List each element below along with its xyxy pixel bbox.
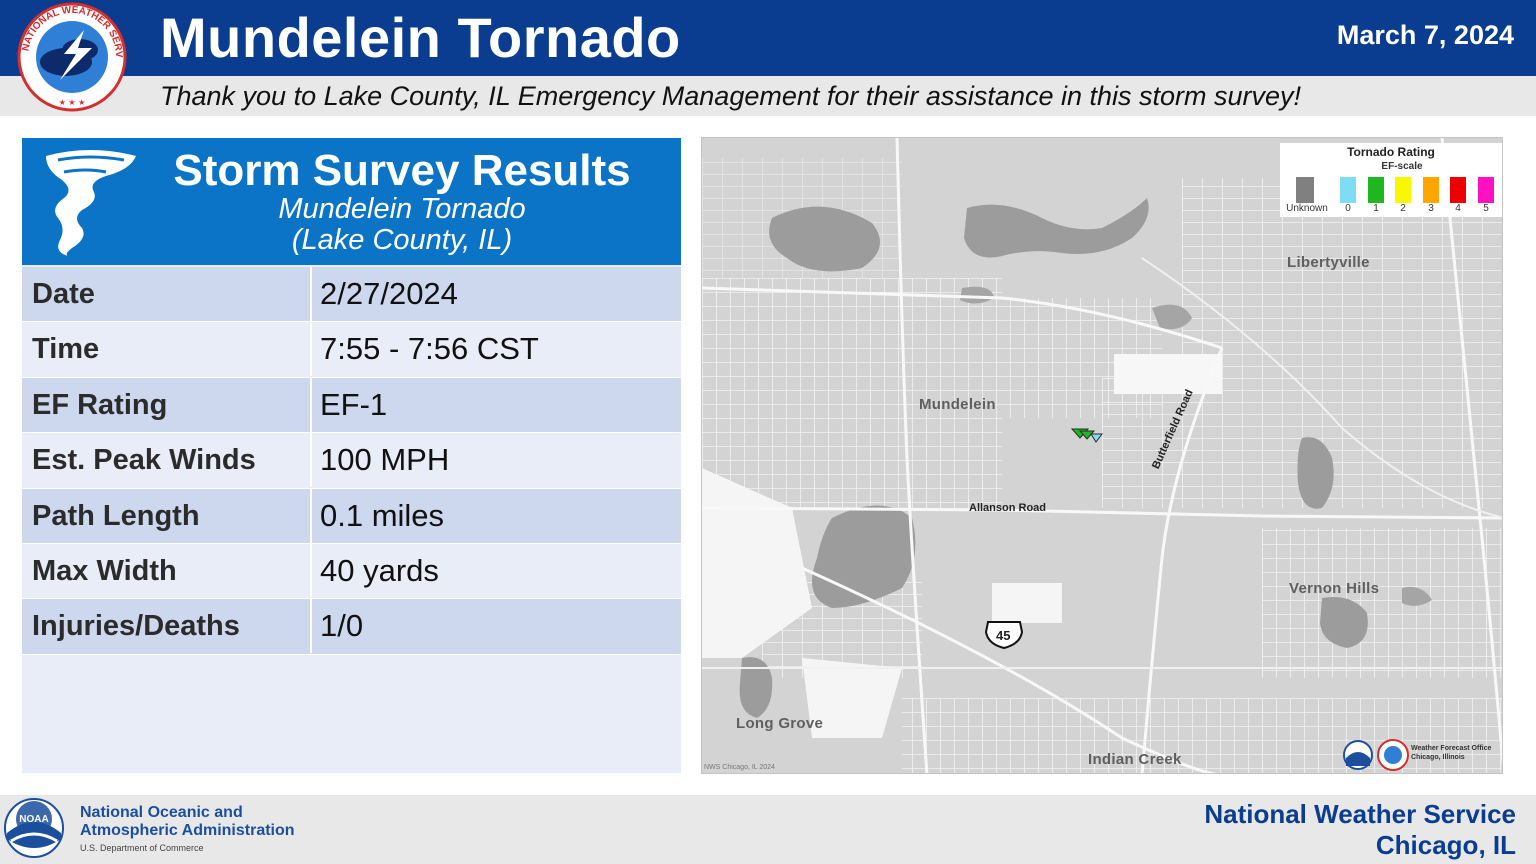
legend-swatch-ef4 <box>1450 177 1466 203</box>
tornado-icon <box>46 150 136 256</box>
us45-shield <box>984 621 1024 650</box>
place-vernon-hills: Vernon Hills <box>1289 580 1380 597</box>
svg-text:★ ★ ★: ★ ★ ★ <box>59 98 86 107</box>
table-row-path-length: Path Length 0.1 miles <box>22 488 681 544</box>
noaa-name-line1: National Oceanic and <box>80 804 243 821</box>
row-label: Injuries/Deaths <box>32 610 240 643</box>
cell-divider <box>310 267 312 321</box>
cell-divider <box>310 543 312 598</box>
wfo-caption: Weather Forecast Office Chicago, Illinoi… <box>1411 744 1491 762</box>
results-subtitle-line2: (Lake County, IL) <box>291 224 513 256</box>
road-us45: 45 <box>996 628 1011 643</box>
footer-bar: NOAA National Oceanic and Atmospheric Ad… <box>0 795 1536 864</box>
results-table: Date 2/27/2024 Time 7:55 - 7:56 CST EF R… <box>22 267 681 655</box>
legend-swatch-ef1 <box>1368 177 1384 203</box>
legend-swatch-unknown <box>1296 177 1314 203</box>
table-row-ef-rating: EF Rating EF-1 <box>22 377 681 434</box>
survey-results-panel: Storm Survey Results Mundelein Tornado (… <box>22 138 681 773</box>
place-indian-creek: Indian Creek <box>1088 751 1182 768</box>
row-label: Time <box>32 333 100 366</box>
nws-logo-icon: NATIONAL WEATHER SERVICE ★ ★ ★ <box>14 2 127 112</box>
legend-label-ef5: 5 <box>1483 203 1489 214</box>
ef0-damage-marker <box>1090 433 1103 443</box>
table-row-max-width: Max Width 40 yards <box>22 543 681 600</box>
table-row-time: Time 7:55 - 7:56 CST <box>22 322 681 378</box>
legend-swatch-ef3 <box>1423 177 1439 203</box>
nws-office-name: National Weather Service <box>1204 799 1516 829</box>
wfo-line1: Weather Forecast Office <box>1411 745 1492 752</box>
results-header: Storm Survey Results Mundelein Tornado (… <box>22 138 681 265</box>
row-value: 7:55 - 7:56 CST <box>320 331 539 367</box>
basemap <box>702 138 1502 773</box>
legend-label-ef2: 2 <box>1400 203 1406 214</box>
row-value: EF-1 <box>320 386 388 422</box>
row-label: Est. Peak Winds <box>32 444 256 477</box>
row-label: Path Length <box>32 499 200 532</box>
nws-office-location: Chicago, IL <box>1375 830 1516 860</box>
legend-label-ef3: 3 <box>1428 203 1434 214</box>
row-label: EF Rating <box>32 388 168 421</box>
thanks-message: Thank you to Lake County, IL Emergency M… <box>160 81 1302 111</box>
noaa-logo-text: NOAA <box>19 814 48 825</box>
legend-title: Tornado Rating <box>1347 145 1435 159</box>
noaa-department: U.S. Department of Commerce <box>80 843 204 853</box>
legend-label-unknown: Unknown <box>1286 203 1328 214</box>
ef1-damage-marker <box>1078 430 1096 440</box>
legend-label-ef0: 0 <box>1345 203 1351 214</box>
table-row-injuries-deaths: Injuries/Deaths 1/0 <box>22 599 681 655</box>
noaa-name-line2: Atmospheric Administration <box>80 822 295 839</box>
legend-scale: EF-scale <box>1381 161 1423 172</box>
table-row-date: Date 2/27/2024 <box>22 267 681 323</box>
table-row-peak-winds: Est. Peak Winds 100 MPH <box>22 433 681 489</box>
tornado-track-map[interactable]: Libertyville Mundelein Vernon Hills Long… <box>701 137 1503 774</box>
map-credit: NWS Chicago, IL 2024 <box>704 764 775 771</box>
subheader-bar <box>0 76 1536 116</box>
header-bar <box>0 0 1536 76</box>
row-value: 100 MPH <box>320 442 450 478</box>
place-long-grove: Long Grove <box>736 715 824 732</box>
page-title: Mundelein Tornado <box>160 6 681 69</box>
cell-divider <box>310 433 312 488</box>
tornado-rating-legend: Tornado Rating EF-scale Unknown 0 1 2 3 … <box>1280 143 1502 217</box>
results-subtitle: Mundelein Tornado (Lake County, IL) <box>122 194 682 256</box>
wfo-line2: Chicago, Illinois <box>1411 754 1465 761</box>
cell-divider <box>310 322 312 377</box>
road-allanson: Allanson Road <box>969 502 1047 514</box>
place-libertyville: Libertyville <box>1287 254 1370 271</box>
row-value: 2/27/2024 <box>320 276 458 311</box>
place-mundelein: Mundelein <box>919 396 996 413</box>
noaa-logo-icon: NOAA <box>4 798 64 858</box>
legend-swatch-ef0 <box>1340 177 1356 203</box>
header-date: March 7, 2024 <box>1336 20 1514 50</box>
results-subtitle-line1: Mundelein Tornado <box>278 193 526 225</box>
row-label: Max Width <box>32 554 177 587</box>
row-value: 40 yards <box>320 552 439 588</box>
row-label: Date <box>32 278 95 310</box>
legend-swatch-ef5 <box>1478 177 1494 203</box>
row-value: 0.1 miles <box>320 497 445 533</box>
legend-label-ef1: 1 <box>1373 203 1379 214</box>
row-value: 1/0 <box>320 608 364 644</box>
cell-divider <box>310 488 312 543</box>
results-title: Storm Survey Results <box>173 146 631 195</box>
cell-divider <box>310 599 312 654</box>
legend-label-ef4: 4 <box>1455 203 1461 214</box>
legend-swatch-ef2 <box>1395 177 1411 203</box>
cell-divider <box>310 377 312 432</box>
